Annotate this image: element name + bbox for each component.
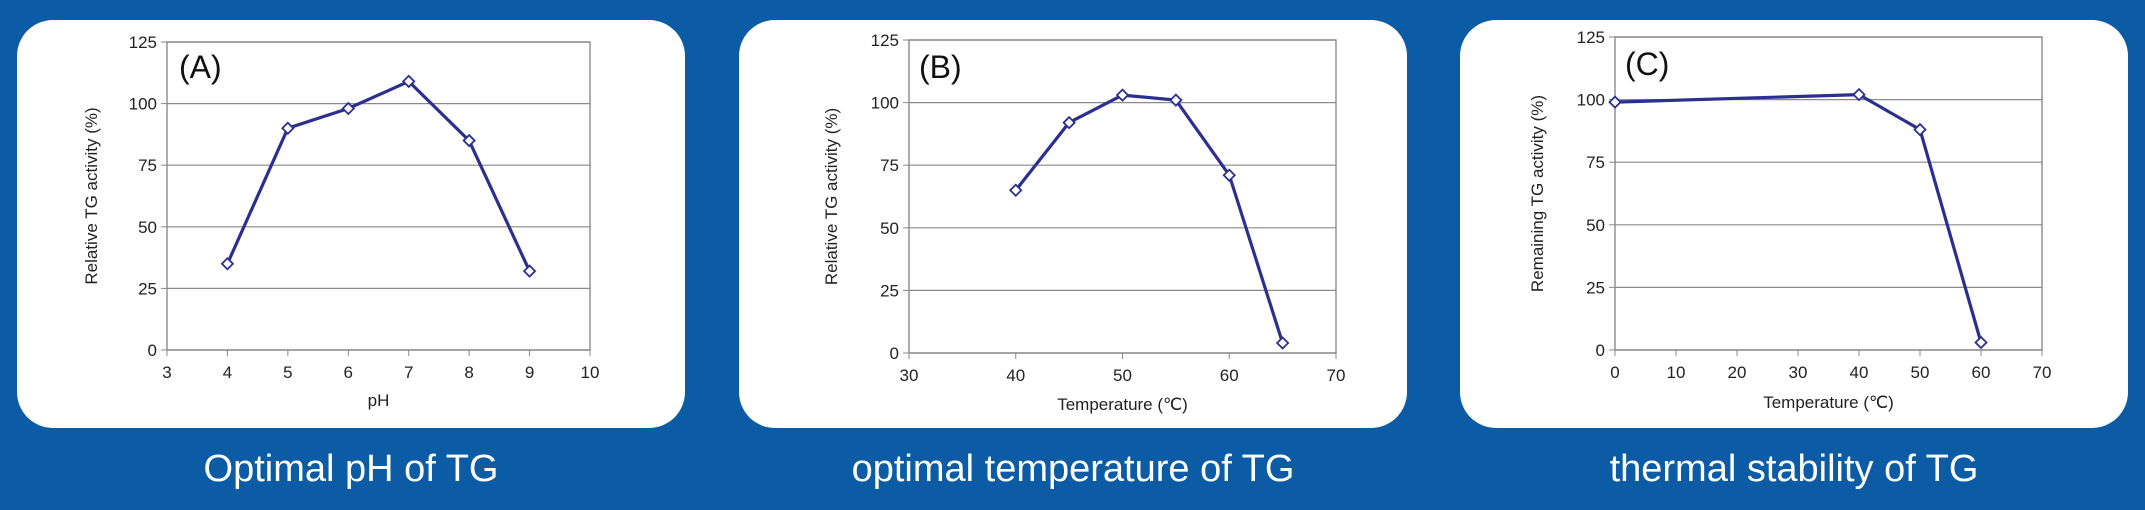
x-tick-label: 5	[283, 363, 292, 382]
y-tick-label: 25	[880, 281, 899, 300]
y-axis-label: Relative TG activity (%)	[822, 108, 841, 285]
x-tick-label: 20	[1728, 363, 1747, 382]
x-tick-label: 6	[344, 363, 353, 382]
x-tick-label: 40	[1006, 366, 1025, 385]
x-tick-label: 9	[525, 363, 534, 382]
y-tick-label: 100	[871, 94, 899, 113]
y-tick-label: 125	[129, 33, 157, 52]
x-tick-label: 60	[1220, 366, 1239, 385]
y-tick-label: 25	[138, 279, 157, 298]
x-tick-label: 50	[1113, 366, 1132, 385]
series-line	[1014, 93, 1285, 344]
x-tick-label: 0	[1610, 363, 1619, 382]
chart-panel-a: 0 25 50 75 100 125 3 4 5 6 7 8 9 10 (A) pH Relative TG a…	[17, 20, 685, 428]
data-point	[1008, 183, 1023, 198]
y-tick-label: 50	[1586, 216, 1605, 235]
y-tick-label: 0	[890, 344, 899, 363]
caption-c: thermal stability of TG	[1609, 448, 1979, 490]
plot-area	[1614, 36, 2043, 351]
plot-area	[166, 41, 591, 351]
x-tick-label: 70	[1327, 366, 1346, 385]
y-tick-label: 125	[871, 31, 899, 50]
y-axis-label: Relative TG activity (%)	[82, 107, 101, 284]
panel-label: (B)	[919, 49, 962, 85]
y-tick-label: 100	[129, 95, 157, 114]
y-tick-label: 100	[1577, 91, 1605, 110]
x-tick-label: 60	[1972, 363, 1991, 382]
x-axis-label: pH	[368, 391, 390, 410]
x-tick-label: 3	[162, 363, 171, 382]
y-tick-label: 50	[880, 219, 899, 238]
x-tick-label: 30	[900, 366, 919, 385]
caption-b: optimal temperature of TG	[851, 448, 1295, 490]
temperature-activity-chart: 0 25 50 75 100 125 30 40 50 60 70 (B) Temperature (℃…	[822, 31, 1346, 414]
x-axis-label: Temperature (℃)	[1057, 395, 1188, 414]
x-tick-label: 40	[1850, 363, 1869, 382]
x-tick-label: 50	[1911, 363, 1930, 382]
data-point	[522, 264, 537, 278]
data-point	[1852, 87, 1866, 102]
y-tick-label: 125	[1577, 28, 1605, 47]
series-line	[1614, 92, 1983, 343]
panel-label: (C)	[1625, 46, 1669, 82]
ph-activity-chart: 0 25 50 75 100 125 3 4 5 6 7 8 9 10 (A) pH Relative TG a…	[82, 33, 600, 410]
data-point	[281, 121, 295, 136]
y-tick-label: 75	[880, 156, 899, 175]
data-point	[401, 74, 416, 89]
data-point	[220, 256, 235, 271]
data-point	[1222, 168, 1237, 182]
y-tick-label: 25	[1586, 278, 1605, 297]
x-tick-label: 4	[223, 363, 232, 382]
data-point	[341, 101, 356, 116]
data-point	[462, 133, 476, 148]
data-point	[1169, 93, 1183, 107]
data-point	[1913, 122, 1927, 137]
x-tick-label: 70	[2033, 363, 2052, 382]
data-point	[1275, 336, 1290, 350]
caption-a: Optimal pH of TG	[203, 448, 499, 490]
x-axis-label: Temperature (℃)	[1763, 393, 1894, 412]
y-tick-label: 75	[138, 156, 157, 175]
series-line	[225, 79, 532, 272]
data-point	[1608, 95, 1622, 109]
y-tick-label: 75	[1586, 153, 1605, 172]
data-point	[1974, 335, 1988, 350]
chart-panel-b: 0 25 50 75 100 125 30 40 50 60 70 (B) Temperature (℃…	[739, 20, 1407, 428]
data-point	[1115, 88, 1130, 102]
y-tick-label: 0	[148, 341, 157, 360]
x-tick-label: 10	[581, 363, 600, 382]
chart-panel-c: 0 25 50 75 100 125 0 10 20 30 40 50 60 70 (C) Temperatu…	[1460, 20, 2128, 428]
x-tick-label: 7	[404, 363, 413, 382]
y-tick-label: 0	[1596, 341, 1605, 360]
data-point	[1062, 115, 1076, 130]
y-axis-label: Remaining TG activity (%)	[1528, 95, 1547, 292]
x-tick-label: 30	[1789, 363, 1808, 382]
y-tick-label: 50	[138, 218, 157, 237]
x-tick-label: 10	[1667, 363, 1686, 382]
panel-label: (A)	[179, 49, 222, 85]
x-tick-label: 8	[464, 363, 473, 382]
thermal-stability-chart: 0 25 50 75 100 125 0 10 20 30 40 50 60 70 (C) Temperatu…	[1528, 28, 2052, 412]
